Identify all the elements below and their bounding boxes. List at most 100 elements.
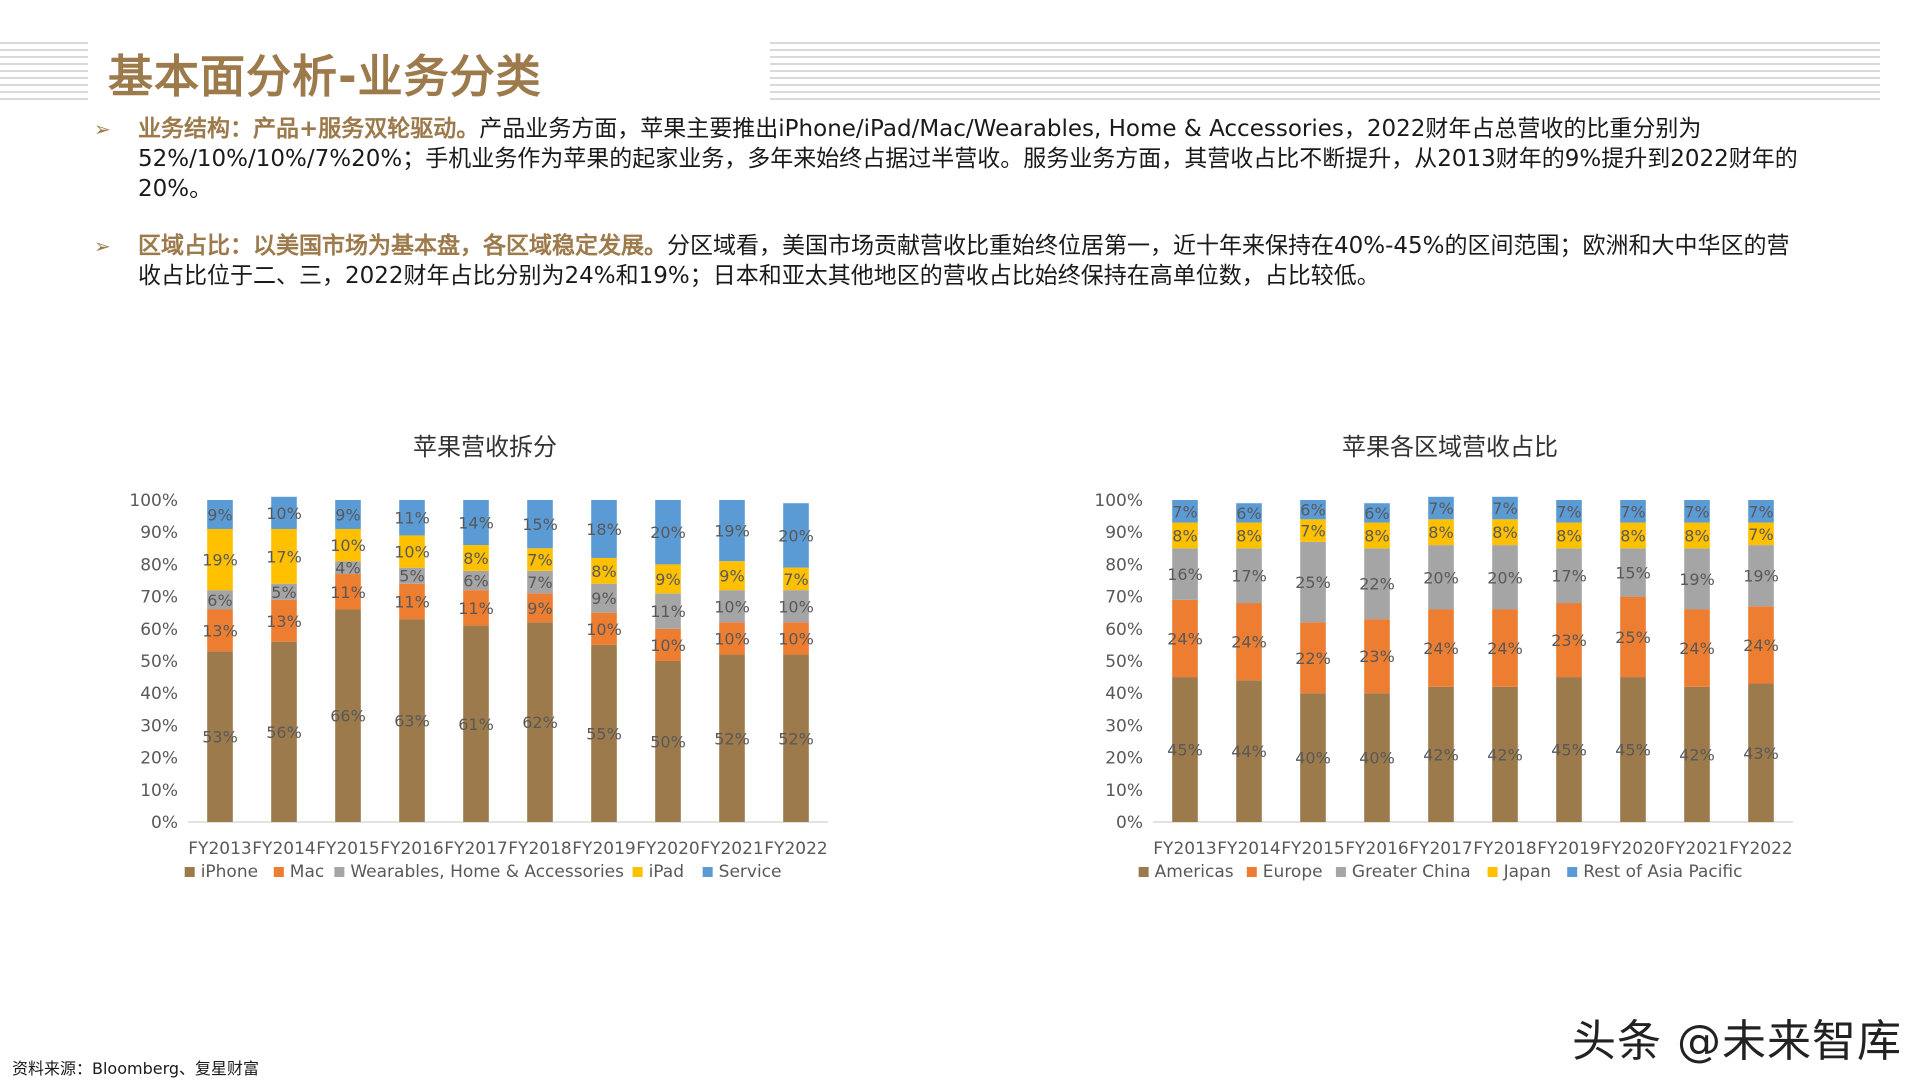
chart-revenue-breakdown: 苹果营收拆分 0% 10% 20% 30% 40% 50% 60% 70% 80% 90% 100% F… xyxy=(110,420,860,900)
page-title: 基本面分析-业务分类 xyxy=(98,40,552,105)
chart-title: 苹果营收拆分 xyxy=(413,433,557,461)
bar-segment xyxy=(591,583,617,613)
legend-label: Europe xyxy=(1263,862,1323,882)
data-label: 9% xyxy=(527,599,552,618)
data-label: 13% xyxy=(266,612,302,631)
data-label: 45% xyxy=(1615,741,1651,760)
bar-segment xyxy=(1620,596,1646,678)
data-label: 24% xyxy=(1167,629,1203,648)
y-tick-label: 70% xyxy=(1105,588,1143,608)
bar-segment xyxy=(783,622,809,655)
data-label: 9% xyxy=(719,567,744,586)
bar-segment xyxy=(1748,522,1774,546)
data-label: 6% xyxy=(207,591,232,610)
bar-segment xyxy=(1172,500,1198,523)
legend-swatch xyxy=(334,867,345,877)
bar-segment xyxy=(271,496,297,529)
header-decoration-left xyxy=(0,42,88,102)
bar-segment xyxy=(463,545,489,571)
bar-segment xyxy=(591,644,617,822)
bar-segment xyxy=(1172,522,1198,549)
data-label: 42% xyxy=(1423,745,1459,764)
legend-label: Wearables, Home & Accessories xyxy=(350,862,624,882)
source-note: 资料来源：Bloomberg、复星财富 xyxy=(12,1059,260,1078)
bar-segment xyxy=(207,590,233,610)
data-label: 8% xyxy=(1620,526,1645,545)
legend-swatch xyxy=(632,867,643,877)
bar-segment xyxy=(655,564,681,594)
bar-segment xyxy=(1300,500,1326,520)
y-tick-label: 40% xyxy=(140,684,178,704)
bar-segment xyxy=(463,500,489,546)
data-label: 7% xyxy=(1428,499,1453,518)
bar-segment xyxy=(1748,500,1774,523)
x-tick-label: FY2014 xyxy=(252,839,315,859)
bar-segment xyxy=(655,661,681,822)
data-label: 22% xyxy=(1359,575,1395,594)
bar-segment xyxy=(207,500,233,529)
data-label: 10% xyxy=(778,629,814,648)
data-label: 7% xyxy=(1684,502,1709,521)
bar-segment xyxy=(1236,680,1262,822)
bar-segment xyxy=(527,622,553,822)
data-label: 24% xyxy=(1423,639,1459,658)
bar-segment xyxy=(719,590,745,623)
bar-segment xyxy=(1492,545,1518,610)
data-label: 61% xyxy=(458,715,494,734)
bar-segment xyxy=(1172,677,1198,822)
bar-segment xyxy=(719,561,745,591)
legend-label: Greater China xyxy=(1352,862,1471,882)
data-label: 10% xyxy=(714,629,750,648)
bar-segment xyxy=(399,567,425,584)
bar-segment xyxy=(1684,522,1710,549)
data-label: 18% xyxy=(586,520,622,539)
data-label: 40% xyxy=(1295,749,1331,768)
bar-segment xyxy=(1684,548,1710,610)
data-label: 17% xyxy=(1231,567,1267,586)
bar-segment xyxy=(1428,545,1454,610)
bar-segment xyxy=(1556,677,1582,822)
data-label: 42% xyxy=(1679,745,1715,764)
chart-title: 苹果各区域营收占比 xyxy=(1342,433,1558,461)
data-label: 10% xyxy=(394,543,430,562)
bar-segment xyxy=(1684,500,1710,523)
legend-label: Rest of Asia Pacific xyxy=(1583,862,1742,882)
data-label: 7% xyxy=(783,570,808,589)
bullet-text: 产品业务方面，苹果主要推出iPhone/iPad/Mac/Wearables, … xyxy=(138,116,1798,202)
bar-segment xyxy=(1172,599,1198,678)
bar-segment xyxy=(1236,603,1262,681)
bar-segment xyxy=(655,628,681,661)
bar-segment xyxy=(527,548,553,571)
x-tick-label: FY2017 xyxy=(444,839,507,859)
y-tick-label: 100% xyxy=(129,491,178,511)
data-label: 8% xyxy=(591,562,616,581)
bar-segment xyxy=(1300,541,1326,623)
bar-segment xyxy=(207,528,233,591)
data-label: 24% xyxy=(1231,633,1267,652)
bar-segment xyxy=(463,590,489,626)
data-label: 53% xyxy=(202,728,238,747)
data-label: 9% xyxy=(207,505,232,524)
watermark: 头条 @未来智库 xyxy=(1572,1016,1902,1067)
bar-segment xyxy=(207,651,233,822)
x-tick-label: FY2016 xyxy=(1345,839,1408,859)
y-tick-label: 60% xyxy=(1105,620,1143,640)
data-label: 20% xyxy=(1487,568,1523,587)
bar-segment xyxy=(655,500,681,565)
y-tick-label: 90% xyxy=(140,523,178,543)
data-label: 10% xyxy=(330,536,366,555)
bar-segment xyxy=(271,583,297,600)
data-label: 10% xyxy=(714,597,750,616)
data-label: 20% xyxy=(778,526,814,545)
data-label: 19% xyxy=(1743,567,1779,586)
data-label: 5% xyxy=(271,583,296,602)
bar-segment xyxy=(399,583,425,620)
data-label: 40% xyxy=(1359,749,1395,768)
bar-segment xyxy=(335,609,361,822)
bar-segment xyxy=(719,622,745,655)
data-label: 56% xyxy=(266,723,302,742)
bar-segment xyxy=(1620,548,1646,597)
bar-segment xyxy=(527,593,553,623)
x-tick-label: FY2021 xyxy=(700,839,763,859)
bullet-regional-share: ➢ 区域占比：以美国市场为基本盘，各区域稳定发展。分区域看，美国市场贡献营收比重… xyxy=(94,231,1808,291)
